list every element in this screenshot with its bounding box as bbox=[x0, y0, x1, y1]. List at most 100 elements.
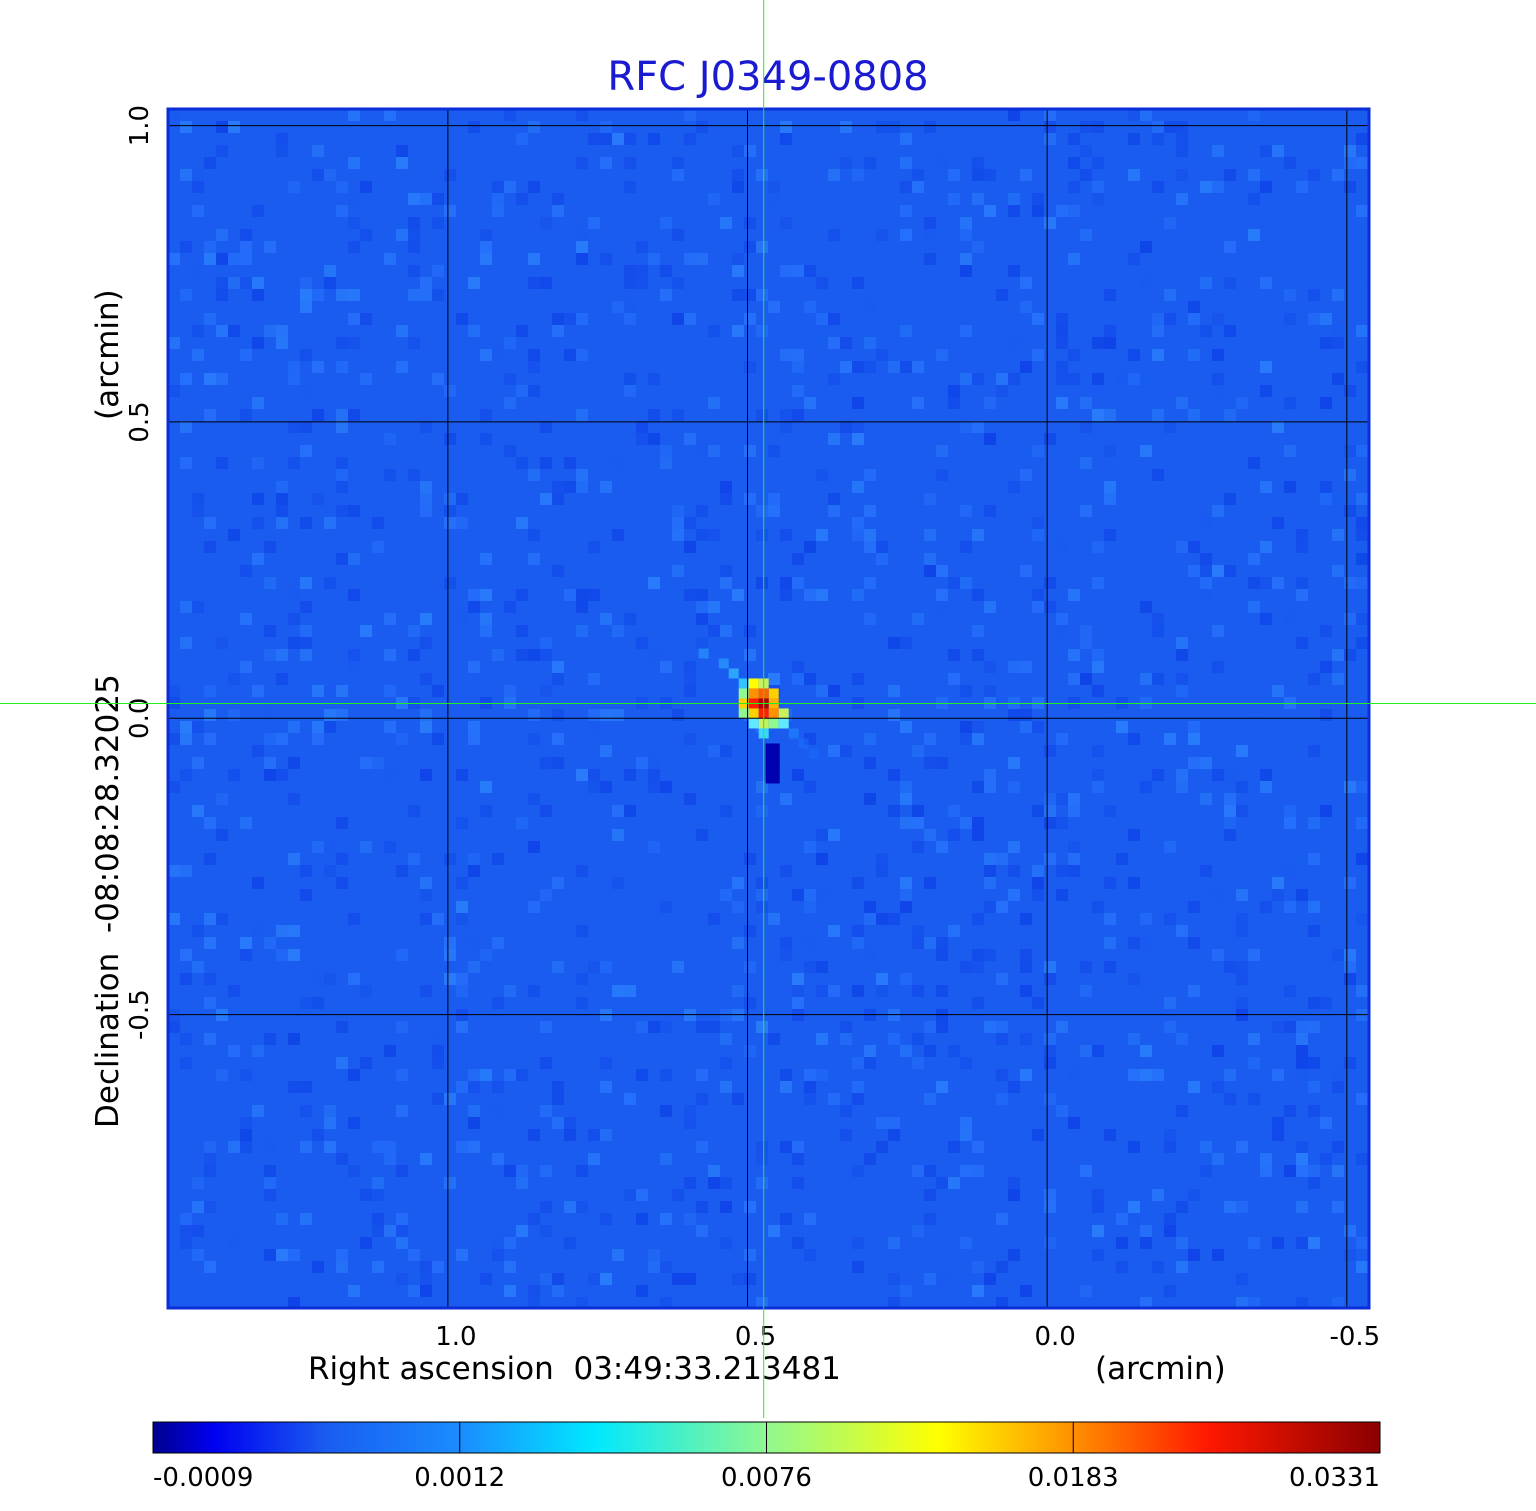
noise-cell bbox=[696, 745, 708, 757]
noise-cell bbox=[816, 829, 828, 841]
noise-cell bbox=[204, 1261, 216, 1273]
noise-cell bbox=[444, 205, 456, 217]
noise-cell bbox=[1332, 1201, 1344, 1213]
noise-cell bbox=[720, 481, 732, 493]
noise-cell bbox=[972, 913, 984, 925]
noise-cell bbox=[276, 325, 288, 337]
noise-cell bbox=[1236, 961, 1248, 973]
noise-cell bbox=[240, 1117, 252, 1129]
noise-cell bbox=[1092, 685, 1104, 697]
noise-cell bbox=[624, 1249, 636, 1261]
noise-cell bbox=[708, 829, 720, 841]
noise-cell bbox=[168, 265, 180, 277]
noise-cell bbox=[336, 289, 348, 301]
noise-cell bbox=[672, 637, 684, 649]
noise-cell bbox=[1164, 1285, 1176, 1297]
noise-cell bbox=[1212, 661, 1224, 673]
noise-cell bbox=[1188, 901, 1200, 913]
noise-cell bbox=[1044, 577, 1056, 589]
noise-cell bbox=[384, 685, 396, 697]
noise-cell bbox=[1140, 781, 1152, 793]
noise-cell bbox=[180, 421, 192, 433]
noise-cell bbox=[1068, 373, 1080, 385]
noise-cell bbox=[1260, 961, 1272, 973]
noise-cell bbox=[996, 481, 1008, 493]
noise-cell bbox=[744, 289, 756, 301]
noise-cell bbox=[516, 1069, 528, 1081]
noise-cell bbox=[648, 577, 660, 589]
noise-cell bbox=[996, 457, 1008, 469]
noise-cell bbox=[684, 1105, 696, 1117]
noise-cell bbox=[324, 721, 336, 733]
noise-cell bbox=[1008, 841, 1020, 853]
noise-cell bbox=[336, 469, 348, 481]
noise-cell bbox=[696, 505, 708, 517]
noise-cell bbox=[1056, 793, 1068, 805]
noise-cell bbox=[972, 529, 984, 541]
noise-cell bbox=[636, 1045, 648, 1057]
noise-cell bbox=[756, 1141, 768, 1153]
noise-cell bbox=[1044, 109, 1056, 121]
noise-cell bbox=[384, 769, 396, 781]
noise-cell bbox=[1164, 421, 1176, 433]
noise-cell bbox=[732, 937, 744, 949]
noise-cell bbox=[1200, 865, 1212, 877]
noise-cell bbox=[192, 265, 204, 277]
noise-cell bbox=[348, 661, 360, 673]
noise-cell bbox=[336, 877, 348, 889]
noise-cell bbox=[996, 661, 1008, 673]
noise-cell bbox=[1344, 949, 1356, 961]
noise-cell bbox=[1056, 133, 1068, 145]
noise-cell bbox=[744, 217, 756, 229]
noise-cell bbox=[780, 1273, 792, 1285]
noise-cell bbox=[1188, 349, 1200, 361]
noise-cell bbox=[1188, 757, 1200, 769]
noise-cell bbox=[228, 529, 240, 541]
noise-cell bbox=[828, 877, 840, 889]
noise-cell bbox=[276, 925, 288, 937]
noise-cell bbox=[1320, 805, 1332, 817]
noise-cell bbox=[384, 721, 396, 733]
noise-cell bbox=[240, 349, 252, 361]
noise-cell bbox=[504, 1237, 516, 1249]
noise-cell bbox=[780, 1213, 792, 1225]
noise-cell bbox=[468, 865, 480, 877]
noise-cell bbox=[732, 445, 744, 457]
noise-cell bbox=[696, 253, 708, 265]
noise-cell bbox=[1116, 229, 1128, 241]
noise-cell bbox=[360, 1057, 372, 1069]
noise-cell bbox=[1068, 853, 1080, 865]
noise-cell bbox=[1176, 193, 1188, 205]
noise-cell bbox=[420, 769, 432, 781]
noise-cell bbox=[1164, 613, 1176, 625]
noise-cell bbox=[864, 301, 876, 313]
noise-cell bbox=[204, 973, 216, 985]
noise-cell bbox=[720, 889, 732, 901]
noise-cell bbox=[972, 817, 984, 829]
noise-cell bbox=[648, 469, 660, 481]
noise-cell bbox=[816, 685, 828, 697]
noise-cell bbox=[600, 613, 612, 625]
noise-cell bbox=[672, 889, 684, 901]
noise-cell bbox=[804, 709, 816, 721]
noise-cell bbox=[372, 1141, 384, 1153]
noise-cell bbox=[576, 589, 588, 601]
noise-cell bbox=[216, 373, 228, 385]
noise-cell bbox=[612, 985, 624, 997]
noise-cell bbox=[384, 253, 396, 265]
noise-cell bbox=[204, 1033, 216, 1045]
noise-cell bbox=[492, 1081, 504, 1093]
noise-cell bbox=[192, 1201, 204, 1213]
noise-cell bbox=[168, 661, 180, 673]
noise-cell bbox=[996, 853, 1008, 865]
noise-cell bbox=[1092, 1201, 1104, 1213]
noise-cell bbox=[1032, 193, 1044, 205]
noise-cell bbox=[1020, 565, 1032, 577]
noise-cell bbox=[432, 685, 444, 697]
noise-cell bbox=[744, 313, 756, 325]
noise-cell bbox=[432, 1261, 444, 1273]
noise-cell bbox=[804, 301, 816, 313]
noise-cell bbox=[1092, 1285, 1104, 1297]
noise-cell bbox=[648, 1285, 660, 1297]
noise-cell bbox=[1332, 337, 1344, 349]
